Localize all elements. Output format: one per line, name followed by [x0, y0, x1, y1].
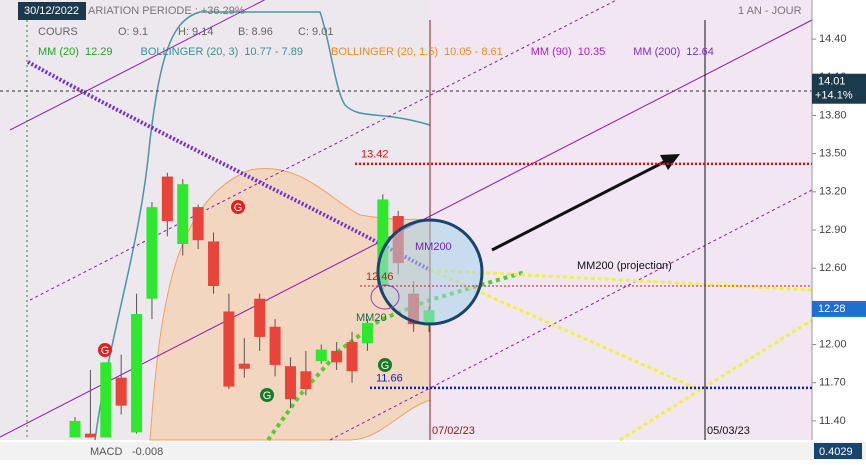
date-label: 05/03/23 [707, 425, 750, 437]
legend-name: MM (90) [531, 46, 572, 58]
signals: G G G G [98, 200, 392, 402]
candle-body [131, 314, 143, 433]
level-label: 11.66 [376, 373, 403, 385]
y-tick-label: 11.40 [819, 415, 846, 427]
candle-body [361, 322, 373, 344]
date-label: 07/02/23 [432, 425, 475, 437]
candle-body [208, 241, 220, 286]
trend-channel [29, 0, 618, 301]
legend-name: MM (200) [633, 46, 680, 58]
quote-item: B: 8.96 [238, 26, 273, 38]
y-tick-label: 13.50 [819, 148, 847, 160]
date: 30/12/2022 [24, 5, 79, 17]
legend-value: 10.77 - 7.89 [244, 46, 303, 58]
legend-value: 10.05 - 8.61 [444, 46, 503, 58]
arrow-head [660, 154, 680, 170]
y-tick-label: 12.00 [819, 338, 847, 350]
price-badge [812, 73, 866, 104]
quote-item: COURS [38, 26, 78, 38]
arrow [491, 158, 669, 252]
y-tick-label: 14.40 [819, 33, 847, 45]
svg-text:G: G [101, 345, 110, 357]
candle-body [377, 199, 389, 286]
candle-body [177, 184, 189, 244]
candle-body [100, 362, 112, 438]
bollinger-upper [94, 11, 431, 441]
highlight-circle [376, 218, 484, 326]
variation: ARIATION PERIODE : +36.29% [88, 5, 245, 17]
annotation: MM200 [415, 241, 452, 253]
price-badge-change: +14.1% [815, 90, 853, 102]
legend-name: BOLLINGER (20, 1.5) [331, 46, 438, 58]
level-label: 13.42 [361, 149, 389, 161]
quote-item: C: 9.01 [298, 26, 333, 38]
mm20-badge [812, 300, 866, 317]
candle-body [161, 176, 173, 222]
date-box [18, 2, 86, 20]
candle-body [115, 377, 127, 406]
annotation: MM20 [356, 312, 387, 324]
legend-value: 12.29 [85, 46, 113, 58]
highlight-ellipse [370, 284, 400, 310]
legend-name: MM (20) [38, 46, 79, 58]
candle-body [269, 326, 281, 365]
trend-channel [9, 0, 266, 131]
y-tick-label: 11.70 [819, 377, 846, 389]
y-tick-label: 12.90 [819, 224, 847, 236]
macd-label: MACD [90, 446, 122, 458]
macd-badge [814, 443, 862, 459]
quote-item: O: 9.1 [118, 26, 148, 38]
y-tick-label: 13.80 [819, 109, 847, 121]
y-tick-label: 13.20 [819, 186, 847, 198]
trend-channel [329, 189, 813, 441]
candle-body [84, 433, 96, 438]
level-label: 12.46 [366, 271, 394, 283]
candle-body [315, 349, 327, 362]
svg-text:G: G [234, 202, 243, 214]
legend-name: BOLLINGER (20, 3) [140, 46, 238, 58]
annotation: MM200 (projection) [577, 260, 672, 272]
svg-text:G: G [263, 390, 272, 402]
quote-item: H: 9.14 [178, 26, 213, 38]
candle-body [192, 207, 204, 241]
legend-value: 10.35 [578, 46, 606, 58]
candle-body [331, 350, 343, 363]
macd-badge-value: 0.4029 [819, 446, 853, 458]
svg-text:G: G [381, 360, 390, 372]
price-badge-value: 14.01 [818, 76, 846, 88]
macd-bar [0, 442, 866, 460]
candle-body [69, 420, 81, 438]
legend-value: 12.64 [686, 46, 714, 58]
candle-body [346, 342, 358, 372]
candle-body [284, 366, 296, 400]
period: 1 AN - JOUR [738, 5, 802, 17]
macd-value: -0.008 [132, 446, 163, 458]
mm20-badge-value: 12.28 [818, 303, 846, 315]
y-tick-label: 12.60 [819, 262, 847, 274]
candle-body [238, 363, 250, 369]
candle-body [300, 371, 312, 390]
candle-body [146, 207, 158, 299]
bollinger-band [149, 167, 431, 441]
candle-body [254, 298, 266, 337]
candle-body [223, 311, 235, 387]
